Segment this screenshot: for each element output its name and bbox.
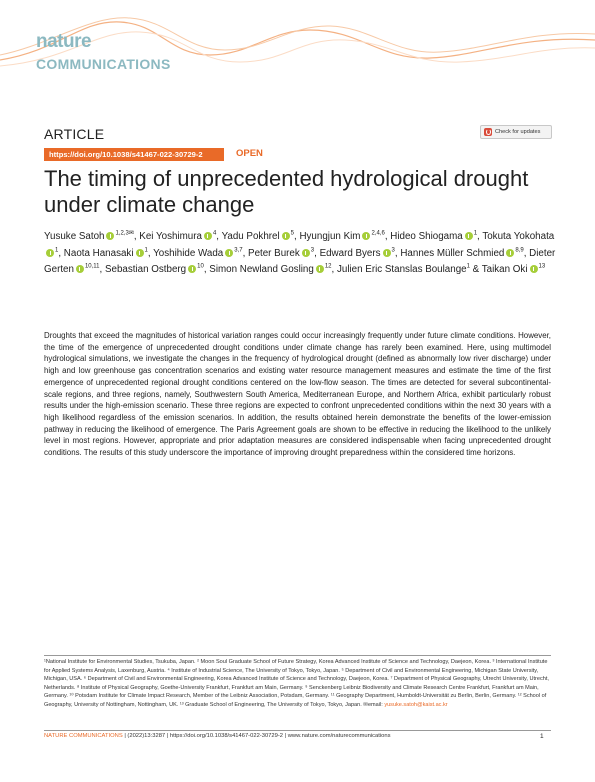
check-for-updates-button[interactable]: Check for updates [480, 125, 552, 139]
doi-link[interactable]: https://doi.org/10.1038/s41467-022-30729… [44, 148, 224, 161]
author-name: Yadu Pokhrel [221, 231, 280, 242]
author-name: Dieter Gerten [44, 247, 556, 276]
author-name: Hannes Müller Schmied [400, 247, 505, 259]
author-affiliation-marker: 10 [197, 263, 204, 270]
author-affiliation-marker: 4 [212, 230, 217, 237]
author-affiliation-marker: 8,9 [515, 247, 524, 254]
author[interactable]: Naota Hanasaki 1 [63, 247, 148, 259]
author-affiliation-marker: 2,4,6 [371, 230, 385, 237]
author-name: Yusuke Satoh [44, 231, 105, 242]
orcid-icon[interactable] [281, 232, 290, 240]
orcid-icon[interactable] [46, 248, 54, 257]
author-name: Tokuta Yokohata [482, 231, 555, 242]
orcid-icon[interactable] [75, 265, 84, 274]
author[interactable]: Hyungjun Kim 2,4,6 [299, 231, 384, 242]
article-title: The timing of unprecedented hydrological… [44, 166, 529, 217]
check-for-updates-label: Check for updates [495, 129, 541, 135]
author-name: Simon Newland Gosling [209, 264, 314, 276]
orcid-icon[interactable] [225, 248, 234, 257]
orcid-icon[interactable] [362, 232, 371, 240]
abstract: Droughts that exceed the magnitudes of h… [44, 331, 551, 458]
orcid-icon[interactable] [106, 232, 115, 240]
footer-citation: | (2022)13:3287 | https://doi.org/10.103… [124, 733, 391, 739]
orcid-icon[interactable] [506, 248, 515, 257]
author[interactable]: Edward Byers 3 [319, 247, 395, 259]
orcid-icon[interactable] [188, 265, 197, 274]
author-list: Yusuke Satoh 1,2,3✉, Kei Yoshimura 4, Yadu… [44, 230, 556, 276]
orcid-icon[interactable] [135, 248, 144, 257]
author-affiliation-marker: 3 [310, 247, 315, 254]
author[interactable]: Dieter Gerten 10,11 [44, 248, 555, 276]
orcid-icon[interactable] [382, 248, 391, 257]
author[interactable]: Julien Eric Stanslas Boulange1 [337, 264, 470, 275]
author[interactable]: Peter Burek 3 [248, 247, 315, 259]
article-type-label: ARTICLE [44, 126, 105, 142]
author-affiliation-marker: 1 [466, 263, 470, 270]
footer-divider [44, 730, 551, 731]
author[interactable]: Simon Newland Gosling 12 [209, 264, 331, 275]
author-affiliation-marker: 1,2,3✉ [115, 230, 134, 237]
author-name: Hyungjun Kim [299, 231, 361, 242]
author-name: Kei Yoshimura [139, 231, 202, 242]
orcid-icon[interactable] [464, 232, 473, 240]
affiliations: ¹National Institute for Environmental St… [44, 658, 551, 709]
author-affiliation-marker: 3,7 [234, 247, 243, 254]
author-affiliation-marker: 5 [290, 230, 294, 237]
page-footer: NATURE COMMUNICATIONS | (2022)13:3287 | … [44, 733, 504, 739]
author[interactable]: Yoshihide Wada 3,7 [153, 247, 243, 259]
author-affiliation-marker: 10,11 [84, 263, 100, 270]
open-access-label: OPEN [236, 148, 263, 159]
author-name: Peter Burek [248, 247, 300, 259]
footer-journal-name: NATURE COMMUNICATIONS [44, 733, 123, 739]
refresh-icon [484, 128, 492, 136]
corresponding-email[interactable]: yusuke.satoh@kaist.ac.kr [384, 701, 448, 708]
orcid-icon[interactable] [315, 265, 324, 274]
author-name: Hideo Shiogama [390, 231, 463, 242]
affiliations-text: ¹National Institute for Environmental St… [44, 659, 549, 708]
journal-logo-nature: nature [36, 31, 92, 52]
orcid-icon[interactable] [203, 232, 212, 240]
author-name: Edward Byers [319, 247, 381, 259]
author[interactable]: Kei Yoshimura 4 [139, 231, 216, 242]
author-name: Yoshihide Wada [153, 247, 224, 259]
author-affiliation-marker: 3 [391, 247, 395, 254]
author-name: Taikan Oki [481, 264, 528, 276]
author-name: Julien Eric Stanslas Boulange [336, 264, 467, 276]
banner-wave-graphic [0, 17, 595, 67]
author-affiliation-marker: 13 [538, 263, 546, 270]
orcid-icon[interactable] [301, 248, 310, 257]
author[interactable]: Sebastian Ostberg 10 [105, 264, 204, 275]
author-name: Sebastian Ostberg [104, 264, 187, 276]
author-name: Naota Hanasaki [63, 247, 134, 259]
author-affiliation-marker: 1 [473, 230, 478, 237]
journal-logo-communications: COMMUNICATIONS [36, 56, 171, 72]
affiliation-divider [44, 655, 551, 656]
orcid-icon[interactable] [529, 265, 538, 274]
author[interactable]: Taikan Oki 13 [482, 264, 545, 275]
author[interactable]: Yadu Pokhrel 5 [222, 231, 294, 242]
author-affiliation-marker: 1 [144, 247, 148, 254]
author-affiliation-marker: 1 [55, 247, 59, 254]
page-number: 1 [540, 733, 544, 740]
author[interactable]: Tokuta Yokohata 1 [44, 231, 554, 259]
author[interactable]: Hannes Müller Schmied 8,9 [400, 247, 524, 259]
author[interactable]: Hideo Shiogama 1 [390, 231, 477, 242]
author-affiliation-marker: 12 [324, 263, 332, 270]
author[interactable]: Yusuke Satoh 1,2,3✉ [44, 231, 134, 242]
journal-banner: nature COMMUNICATIONS [0, 0, 595, 80]
